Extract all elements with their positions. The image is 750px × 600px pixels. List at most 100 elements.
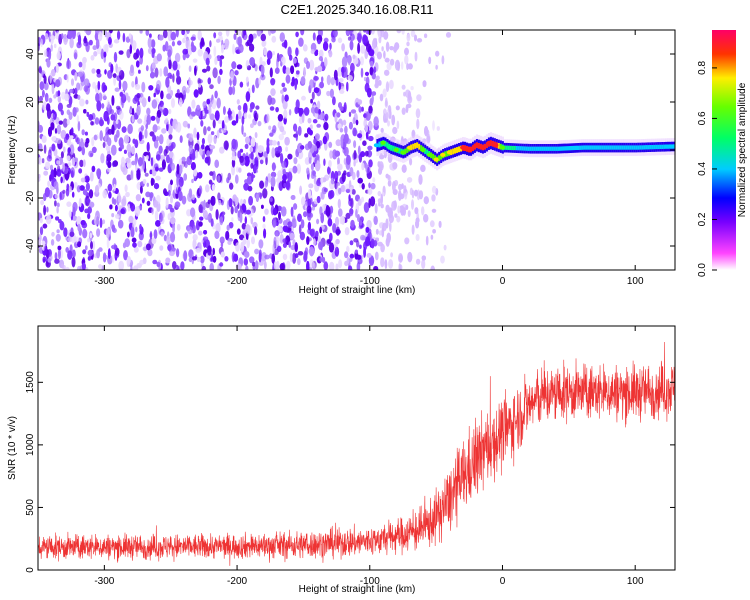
heatmap-cell bbox=[303, 67, 306, 78]
heatmap-cell bbox=[112, 228, 117, 233]
heatmap-cell bbox=[38, 66, 43, 75]
heatmap-cell bbox=[391, 114, 396, 126]
heatmap-cell bbox=[384, 69, 390, 76]
heatmap-cell bbox=[160, 231, 165, 237]
heatmap-cell bbox=[90, 152, 93, 157]
heatmap-cell bbox=[85, 41, 90, 53]
heatmap-cell bbox=[60, 176, 63, 184]
heatmap-cell bbox=[346, 154, 351, 165]
heatmap-cell bbox=[147, 96, 151, 103]
heatmap-cell bbox=[283, 116, 287, 125]
heatmap-cell bbox=[131, 107, 135, 117]
heatmap-cell bbox=[170, 162, 175, 171]
heatmap-cell bbox=[316, 123, 322, 128]
heatmap-cell bbox=[368, 105, 373, 114]
heatmap-cell bbox=[287, 171, 293, 182]
heatmap-cell bbox=[339, 127, 344, 133]
heatmap-cell bbox=[166, 235, 171, 246]
heatmap-cell bbox=[113, 244, 118, 250]
heatmap-cell bbox=[281, 82, 286, 88]
heatmap-cell bbox=[367, 188, 373, 195]
heatmap-cell bbox=[259, 192, 262, 200]
heatmap-cell bbox=[359, 219, 363, 226]
heatmap-cell bbox=[194, 65, 197, 76]
heatmap-cell bbox=[39, 226, 44, 236]
heatmap-cell bbox=[133, 265, 139, 270]
heatmap-cell bbox=[287, 221, 293, 228]
heatmap-cell bbox=[310, 106, 316, 114]
heatmap-cell bbox=[209, 262, 214, 270]
heatmap-cell bbox=[209, 40, 212, 48]
heatmap-cell bbox=[402, 207, 407, 216]
heatmap-cell bbox=[212, 119, 216, 129]
heatmap-cell bbox=[95, 185, 99, 194]
heatmap-cell bbox=[341, 56, 348, 68]
heatmap-cell bbox=[264, 180, 269, 187]
heatmap-cell bbox=[257, 120, 262, 127]
heatmap-cell bbox=[211, 99, 217, 110]
heatmap-cell bbox=[445, 32, 452, 38]
heatmap-cell bbox=[263, 228, 267, 239]
heatmap-cell bbox=[431, 194, 436, 202]
heatmap-cell bbox=[192, 234, 198, 241]
heatmap-cell bbox=[55, 79, 61, 88]
heatmap-cell bbox=[122, 166, 128, 176]
heatmap-cell bbox=[649, 145, 652, 150]
heatmap-cell bbox=[272, 164, 277, 170]
heatmap-cell bbox=[200, 110, 203, 119]
heatmap-cell bbox=[111, 144, 117, 156]
heatmap-cell bbox=[300, 219, 305, 229]
heatmap-cell bbox=[118, 137, 124, 148]
heatmap-cell bbox=[96, 100, 102, 112]
heatmap-cell bbox=[306, 167, 310, 175]
heatmap-cell bbox=[230, 206, 234, 215]
heatmap-cell bbox=[357, 133, 363, 139]
heatmap-cell bbox=[207, 245, 212, 256]
heatmap-cell bbox=[68, 210, 72, 218]
heatmap-cell bbox=[120, 208, 125, 214]
heatmap-cell bbox=[115, 204, 118, 212]
heatmap-cell bbox=[113, 183, 116, 192]
heatmap-cell bbox=[182, 52, 186, 61]
heatmap-cell bbox=[243, 182, 249, 191]
heatmap-cell bbox=[236, 64, 243, 70]
heatmap-cell bbox=[335, 216, 339, 227]
heatmap-cell bbox=[244, 143, 249, 149]
heatmap-cell bbox=[233, 253, 239, 262]
heatmap-cell bbox=[139, 47, 144, 59]
heatmap-cell bbox=[363, 246, 366, 258]
heatmap-cell bbox=[255, 147, 258, 157]
heatmap-cell bbox=[69, 144, 75, 156]
heatmap-cell bbox=[264, 208, 269, 215]
heatmap-cell bbox=[104, 135, 107, 142]
heatmap-cell bbox=[90, 241, 93, 250]
heatmap-cell bbox=[337, 37, 343, 44]
heatmap-cell bbox=[327, 218, 333, 227]
heatmap-cell bbox=[320, 212, 325, 224]
heatmap-cell bbox=[295, 130, 298, 142]
heatmap-cell bbox=[267, 50, 273, 60]
heatmap-cell bbox=[66, 155, 71, 161]
heatmap-cell bbox=[151, 237, 157, 245]
heatmap-cell bbox=[86, 111, 90, 117]
heatmap-cell bbox=[202, 110, 205, 117]
heatmap-cell bbox=[109, 204, 113, 210]
heatmap-cell bbox=[276, 260, 280, 270]
heatmap-cell bbox=[165, 257, 171, 264]
heatmap-cell bbox=[335, 238, 340, 245]
heatmap-cell bbox=[337, 157, 340, 166]
heatmap-cell bbox=[297, 251, 304, 256]
heatmap-cell bbox=[262, 188, 268, 199]
heatmap-cell bbox=[70, 170, 74, 178]
heatmap-cell bbox=[43, 82, 49, 91]
heatmap-cell bbox=[169, 231, 176, 243]
heatmap-cell bbox=[141, 81, 146, 93]
heatmap-cell bbox=[71, 78, 74, 86]
heatmap-cell bbox=[583, 145, 586, 150]
heatmap-cell bbox=[149, 33, 152, 38]
heatmap-cell bbox=[131, 146, 135, 155]
heatmap-cell bbox=[39, 217, 43, 224]
heatmap-cell bbox=[107, 70, 113, 79]
heatmap-cell bbox=[46, 108, 52, 119]
y-tick-label: 1500 bbox=[25, 371, 36, 394]
